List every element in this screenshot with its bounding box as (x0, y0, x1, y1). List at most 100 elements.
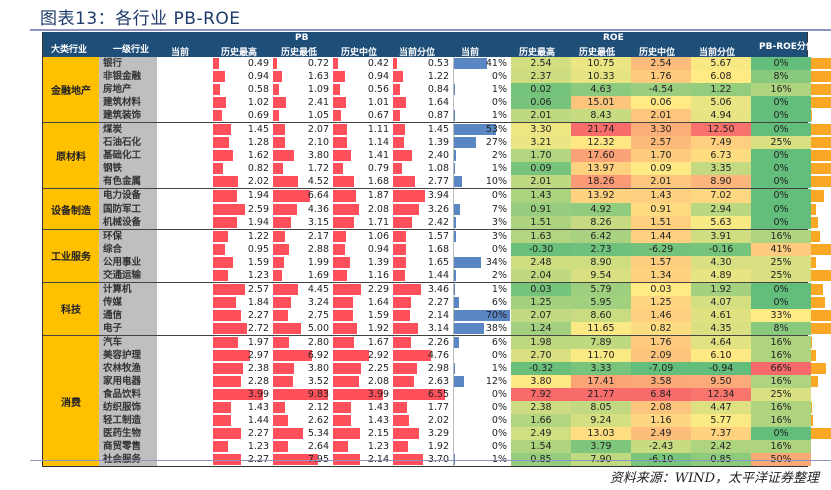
roe-cell: 2.07 (511, 308, 571, 322)
pb-cell: 2.25 (333, 362, 393, 375)
pb-cell: 5.34 (273, 427, 333, 440)
pb-cell: 3.24 (273, 296, 333, 309)
roe-cell: 4.94 (691, 109, 751, 123)
roe-value: 8.05 (590, 402, 612, 414)
pb-value: 2.59 (247, 203, 269, 215)
pb-cell: 1.68 (393, 243, 453, 256)
roe-value: 1.44 (650, 230, 672, 242)
pb-bar (333, 269, 348, 281)
roe-value: 15.01 (587, 97, 615, 109)
pb-pct-value: 0% (491, 389, 507, 401)
roe-value: 2.48 (530, 256, 552, 268)
industry-name: 煤炭 (99, 123, 157, 137)
roe-value: 1.46 (650, 309, 672, 321)
pb-pct-value: 10% (485, 176, 507, 188)
table-row: 轻工制造 1.44 2.62 1.43 2.02 0% 1.66 9.24 1.… (99, 414, 813, 428)
roe-pct-value: 16% (770, 402, 792, 414)
pb-bar (393, 203, 420, 215)
pb-value: 2.62 (307, 415, 329, 427)
roe-cell: 0.03 (511, 282, 571, 296)
pbroe-cell: 0.28 (811, 401, 831, 414)
pb-value: 0.94 (367, 71, 389, 83)
pb-pct-cell: 0% (453, 440, 511, 454)
pb-value: 1.05 (307, 110, 329, 122)
pb-cell: 2.27 (213, 453, 273, 466)
pb-pct-value: 6% (491, 296, 507, 308)
category-label: 消费 (43, 335, 99, 467)
pbroe-cell: 23.52 (811, 283, 831, 296)
pb-cell: 1.39 (393, 136, 453, 149)
table-row: 非银金融 0.94 1.63 0.94 1.22 0% 2.37 10.33 1… (99, 70, 831, 84)
roe-pct-cell: 0% (751, 295, 811, 309)
roe-cell: 3.35 (691, 162, 751, 176)
pb-pct-cell: 53% (453, 123, 511, 137)
pb-cell: 4.45 (273, 283, 333, 296)
industry-name: 建筑材料 (99, 96, 157, 110)
roe-cell: 8.26 (571, 215, 631, 229)
roe-value: 8.90 (710, 176, 732, 188)
roe-cell: 0.85 (691, 453, 751, 467)
pb-cell: 1.63 (273, 70, 333, 83)
pb-value: 1.39 (427, 137, 449, 149)
table-row: 交通运输 1.23 1.69 1.16 1.44 2% 2.04 9.54 1.… (99, 268, 831, 282)
roe-value: 1.54 (530, 441, 552, 453)
pbroe-cell: 1.51 (811, 109, 831, 122)
pbroe-bar (811, 216, 819, 228)
industry-name: 交通运输 (99, 268, 157, 282)
header-pb-pct: 当前分位 (399, 48, 436, 58)
pb-cell: 2.14 (333, 453, 393, 466)
pb-value: 3.24 (307, 296, 329, 308)
roe-value: 7.49 (710, 137, 732, 149)
roe-value: 3.80 (530, 376, 552, 388)
roe-cell: 5.63 (691, 215, 751, 229)
roe-cell: -2.43 (631, 440, 691, 454)
roe-value: 3.21 (530, 137, 552, 149)
pb-value: 2.40 (427, 150, 449, 162)
table-row: 机械设备 1.94 3.15 1.71 2.42 3% 1.51 8.26 1.… (99, 215, 819, 229)
pb-cell: 2.41 (273, 96, 333, 109)
pb-pct-cell: 2% (453, 149, 511, 163)
roe-value: 1.16 (650, 415, 672, 427)
roe-cell: 4.63 (571, 83, 631, 97)
pb-pct-bar (454, 363, 455, 375)
category-label: 设备制造 (43, 189, 99, 229)
pb-pct-value: 34% (485, 256, 507, 268)
roe-cell: -0.94 (691, 362, 751, 376)
pb-cell: 1.44 (213, 414, 273, 427)
pb-cell: 1.41 (333, 149, 393, 162)
roe-value: 2.49 (530, 428, 552, 440)
pb-pct-bar (454, 216, 457, 228)
pb-bar (393, 97, 407, 109)
pb-bar (273, 58, 278, 70)
category-label: 工业服务 (43, 229, 99, 282)
roe-value: 13.03 (587, 428, 615, 440)
industry-name: 银行 (99, 57, 157, 71)
roe-value: 12.50 (707, 124, 735, 136)
pb-bar (333, 243, 345, 255)
pb-cell: 2.97 (213, 349, 273, 362)
roe-pct-cell: 50% (751, 453, 811, 467)
roe-cell: 5.67 (691, 57, 751, 71)
pb-pct-value: 27% (485, 137, 507, 149)
pb-cell: 2.02 (393, 414, 453, 427)
roe-cell: -0.30 (511, 242, 571, 256)
category-label: 原材料 (43, 123, 99, 189)
roe-cell: 1.92 (691, 282, 751, 296)
roe-value: 2.70 (530, 350, 552, 362)
table-row: 食品饮料 3.99 9.83 3.99 6.55 0% 7.92 21.77 6… (99, 388, 811, 402)
bottom-rule (30, 460, 831, 461)
roe-value: 4.92 (590, 203, 612, 215)
pb-pct-cell: 0% (453, 189, 511, 203)
table-row: 商贸零售 1.23 2.64 1.23 1.92 0% 1.54 3.79 -2… (99, 440, 811, 454)
pbroe-cell: 3.03 (811, 414, 831, 427)
pb-cell: 0.95 (213, 243, 273, 256)
pbroe-cell: 38.93 (811, 309, 831, 322)
roe-pct-value: 16% (770, 376, 792, 388)
roe-cell: -6.10 (631, 453, 691, 467)
pb-cell: 1.67 (333, 336, 393, 349)
roe-cell: 0.85 (511, 453, 571, 467)
roe-value: 21.77 (587, 389, 615, 401)
roe-pct-value: 16% (770, 415, 792, 427)
roe-cell: 17.41 (571, 375, 631, 389)
pb-cell: 1.16 (333, 269, 393, 282)
